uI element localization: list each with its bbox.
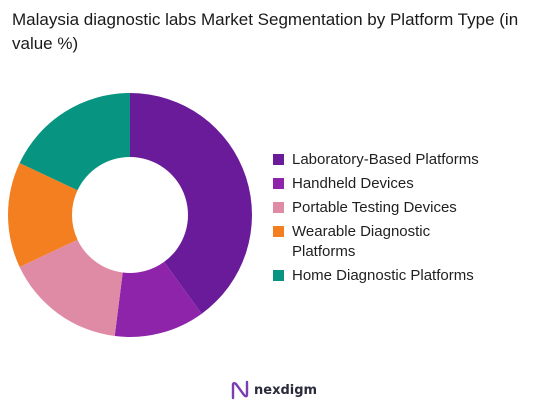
legend-item: Wearable Diagnostic Platforms [273,222,553,262]
legend-label: Wearable Diagnostic Platforms [292,223,431,260]
legend-label: Laboratory-Based Platforms [292,151,479,168]
donut-slice-1 [130,93,252,314]
legend-item: Portable Testing Devices [273,198,553,218]
legend-swatch [273,226,284,237]
donut-slice-3 [19,239,123,337]
brand-logo: nexdigm [230,378,317,402]
legend-label: Portable Testing Devices [292,199,457,216]
legend-item: Handheld Devices [273,174,553,194]
chart-title: Malaysia diagnostic labs Market Segmenta… [12,10,519,53]
legend-swatch [273,154,284,165]
legend-item: Home Diagnostic Platforms [273,266,553,286]
legend-item: Laboratory-Based Platforms [273,150,553,170]
donut-slice-5 [19,93,130,191]
donut-slice-2 [114,261,202,337]
legend-label: Home Diagnostic Platforms [292,267,474,284]
legend-swatch [273,202,284,213]
legend-label: Handheld Devices [292,175,414,192]
donut-slice-4 [8,163,78,267]
donut-chart [8,93,252,337]
legend: Laboratory-Based Platforms Handheld Devic… [273,150,553,290]
legend-swatch [273,178,284,189]
nexdigm-logo-icon [231,380,249,400]
legend-swatch [273,270,284,281]
brand-name: nexdigm [254,382,318,398]
